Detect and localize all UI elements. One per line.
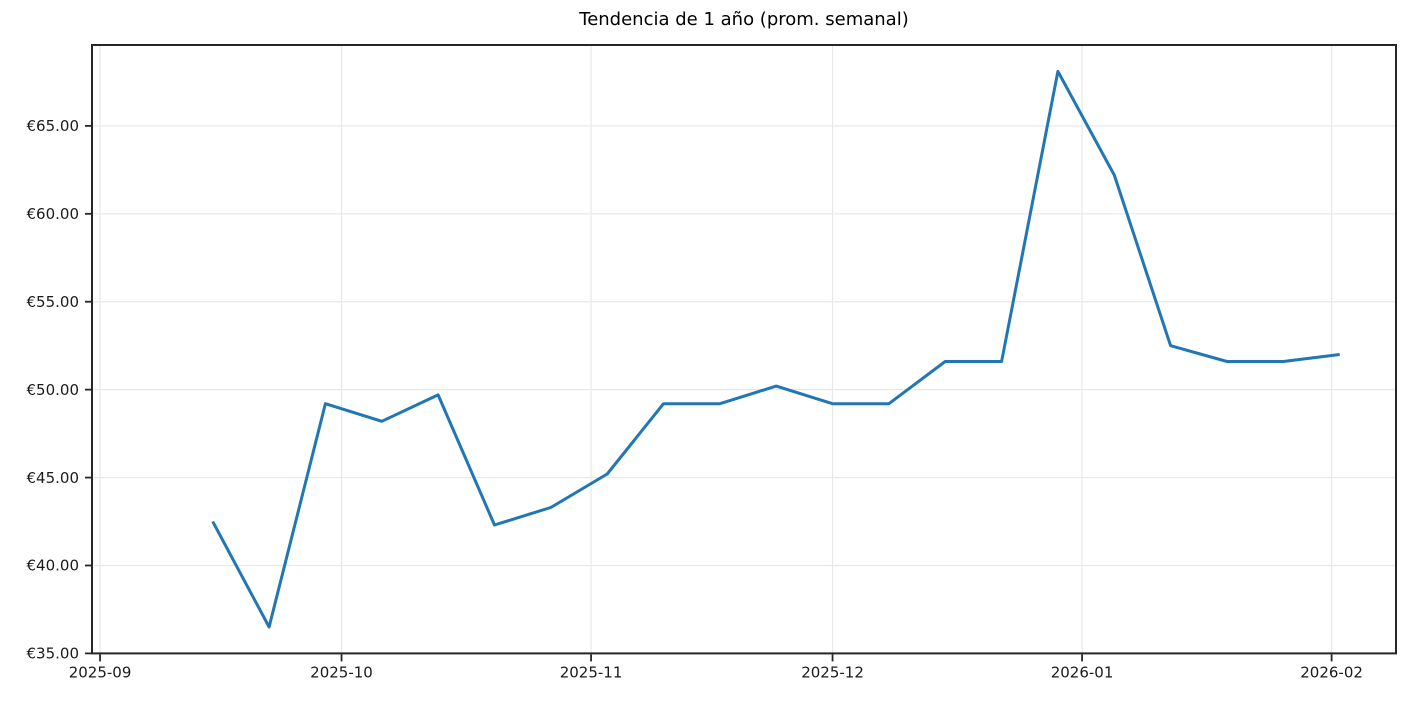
y-tick-label: €35.00 bbox=[27, 645, 80, 663]
trend-line bbox=[211, 69, 1340, 629]
y-tick-label: €45.00 bbox=[27, 469, 80, 487]
gridlines bbox=[92, 45, 1396, 655]
x-tick-label: 2025-11 bbox=[560, 663, 623, 681]
y-tick-label: €65.00 bbox=[27, 117, 80, 135]
y-tick-label: €50.00 bbox=[27, 381, 80, 399]
y-tick-label: €55.00 bbox=[27, 293, 80, 311]
x-tick-label: 2025-12 bbox=[801, 663, 864, 681]
axes: €35.00 €40.00 €45.00 €50.00 €55.00 €60.00 €65.… bbox=[27, 117, 1363, 681]
y-tick-label: €60.00 bbox=[27, 205, 80, 223]
x-tick-label: 2025-09 bbox=[69, 663, 132, 681]
x-tick-label: 2026-02 bbox=[1300, 663, 1363, 681]
chart-title: Tendencia de 1 año (prom. semanal) bbox=[579, 9, 909, 30]
x-tick-label: 2026-01 bbox=[1051, 663, 1114, 681]
y-tick-label: €40.00 bbox=[27, 557, 80, 575]
plot-border bbox=[91, 44, 1397, 655]
x-tick-label: 2025-10 bbox=[310, 663, 373, 681]
